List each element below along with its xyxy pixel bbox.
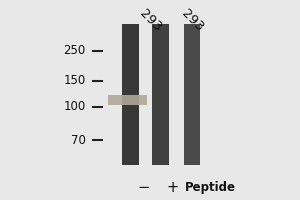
Text: 70: 70 xyxy=(70,134,86,146)
Text: 100: 100 xyxy=(63,100,86,114)
Text: 293: 293 xyxy=(136,7,164,34)
Text: 150: 150 xyxy=(63,74,86,88)
Text: +: + xyxy=(167,180,178,196)
Bar xyxy=(184,24,200,165)
Bar xyxy=(152,24,169,165)
Bar xyxy=(108,95,147,105)
Bar xyxy=(122,24,139,165)
Text: 293: 293 xyxy=(178,7,206,34)
Text: −: − xyxy=(138,180,150,196)
Text: 250: 250 xyxy=(63,45,86,58)
Text: Peptide: Peptide xyxy=(184,182,236,194)
